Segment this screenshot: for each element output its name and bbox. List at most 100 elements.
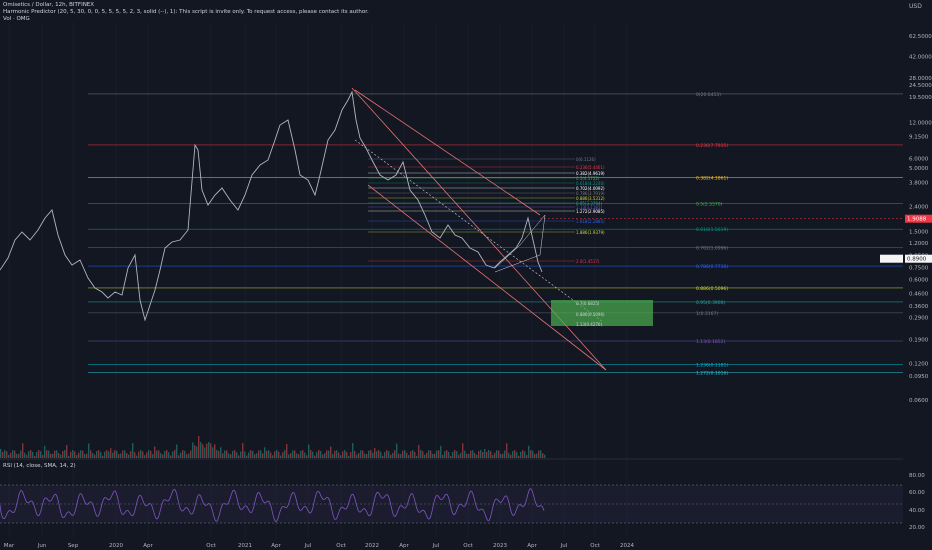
last-price-label: 0.8900 [907, 257, 927, 263]
volume-bar [460, 452, 462, 458]
volume-bar [536, 453, 538, 458]
volume-bar [36, 451, 38, 458]
volume-bar [524, 451, 526, 458]
volume-bar [0, 449, 2, 458]
volume-bar [116, 450, 118, 458]
volume-bar [196, 446, 198, 458]
volume-bar [270, 452, 272, 458]
inner-level-label: 0.95(3.3794) [576, 201, 602, 206]
price-tick-label: 0.2900 [909, 315, 929, 321]
fib-label: 0.618(1.5619) [696, 227, 728, 233]
time-axis[interactable]: Mar Jun Sep 2020 Apr Oct 2021 Apr Jul Oct 2022 Apr J… [4, 543, 635, 549]
volume-bar [256, 453, 258, 458]
inner-level-label: 1.13(3.1181) [576, 205, 602, 210]
volume-bar [296, 453, 298, 458]
volume-bar [448, 451, 450, 458]
price-tick-label: 0.1900 [909, 338, 929, 344]
volume-bar [484, 448, 486, 458]
inner-level-label: 1.886(1.9379) [576, 230, 605, 235]
volume-bar [336, 450, 338, 458]
rsi-tick-label: 20.00 [909, 525, 925, 531]
volume-bar [346, 451, 348, 458]
volume-bar [388, 451, 390, 458]
price-tick-label: 28.0000 [909, 76, 932, 82]
fib-label: 1(0.3167) [696, 311, 718, 317]
time-tick-label: Oct [463, 543, 473, 549]
volume-bar [360, 450, 362, 458]
volume-bar [18, 453, 20, 458]
volume-bar [248, 452, 250, 458]
volume-bar [494, 452, 496, 458]
volume-bar [368, 450, 370, 458]
volume-bar [276, 450, 278, 458]
volume-bar [166, 450, 168, 458]
volume-bar [358, 453, 360, 458]
inner-level-label: 0.786(3.7919) [576, 191, 605, 196]
channel-bottom-line [367, 184, 607, 371]
volume-bar [478, 451, 480, 458]
volume-bar [516, 452, 518, 458]
volume-bar [2, 451, 4, 458]
volume-bar [316, 452, 318, 458]
volume-bar [462, 443, 464, 458]
volume-bar [262, 453, 264, 458]
volume-bar [184, 450, 186, 458]
volume-bar [278, 451, 280, 458]
time-tick-label: 2023 [493, 543, 507, 549]
volume-bar [412, 450, 414, 458]
volume-bar [304, 452, 306, 458]
fib-label: 0.886(0.5096) [696, 286, 728, 292]
volume-bar [292, 450, 294, 458]
volume-bar [10, 452, 12, 458]
volume-bar [532, 450, 534, 458]
volume-bar [226, 450, 228, 458]
volume-bar [78, 452, 80, 458]
volume-bar [326, 450, 328, 458]
fib-label: 0(20.6453) [696, 92, 721, 98]
volume-bar [182, 450, 184, 458]
volume-bar [42, 454, 44, 458]
volume-bar [328, 450, 330, 458]
inner-level-label: 0(6.1126) [576, 157, 596, 162]
volume-bar [150, 450, 152, 458]
inner-level-label: 0.5(4.5722) [576, 176, 600, 181]
volume-bar [404, 450, 406, 458]
volume-bar [444, 451, 446, 458]
volume-bar [272, 455, 274, 458]
volume-bar [294, 450, 296, 458]
rsi-tick-label: 40.00 [909, 508, 925, 514]
fib-label: 0.5(2.5570) [696, 201, 723, 207]
price-line [0, 90, 543, 322]
volume-bar [88, 443, 90, 458]
zone-label: 1.13(0.4270) [576, 322, 602, 327]
volume-bar [434, 453, 436, 458]
volume-bar [378, 450, 380, 458]
volume-bar [100, 452, 102, 458]
volume-bar [464, 450, 466, 458]
volume-bar [286, 443, 288, 458]
price-tick-label: 0.0950 [909, 374, 929, 380]
fib-label: 0.786(0.7736) [696, 264, 728, 270]
volume-bar [344, 450, 346, 458]
inner-level-label: 0.886(3.5312) [576, 196, 605, 201]
volume-bar [488, 450, 490, 458]
volume-bar [66, 445, 68, 458]
fib-label: 1.272(0.1016) [696, 370, 728, 376]
volume-bar [40, 451, 42, 458]
time-tick-label: Apr [271, 543, 281, 549]
volume-bar [416, 455, 418, 458]
volume-bar [398, 453, 400, 458]
volume-bar [60, 454, 62, 458]
volume-bar [298, 454, 300, 458]
volume-bar [428, 450, 430, 458]
fib-label: 0.702(1.0996) [696, 246, 728, 252]
volume-bar [86, 453, 88, 458]
volume-bar [418, 445, 420, 458]
volume-bar [94, 454, 96, 458]
price-tick-label: 0.4600 [909, 291, 929, 297]
price-series [0, 90, 543, 322]
volume-bar [330, 446, 332, 458]
volume-bar [480, 450, 482, 458]
